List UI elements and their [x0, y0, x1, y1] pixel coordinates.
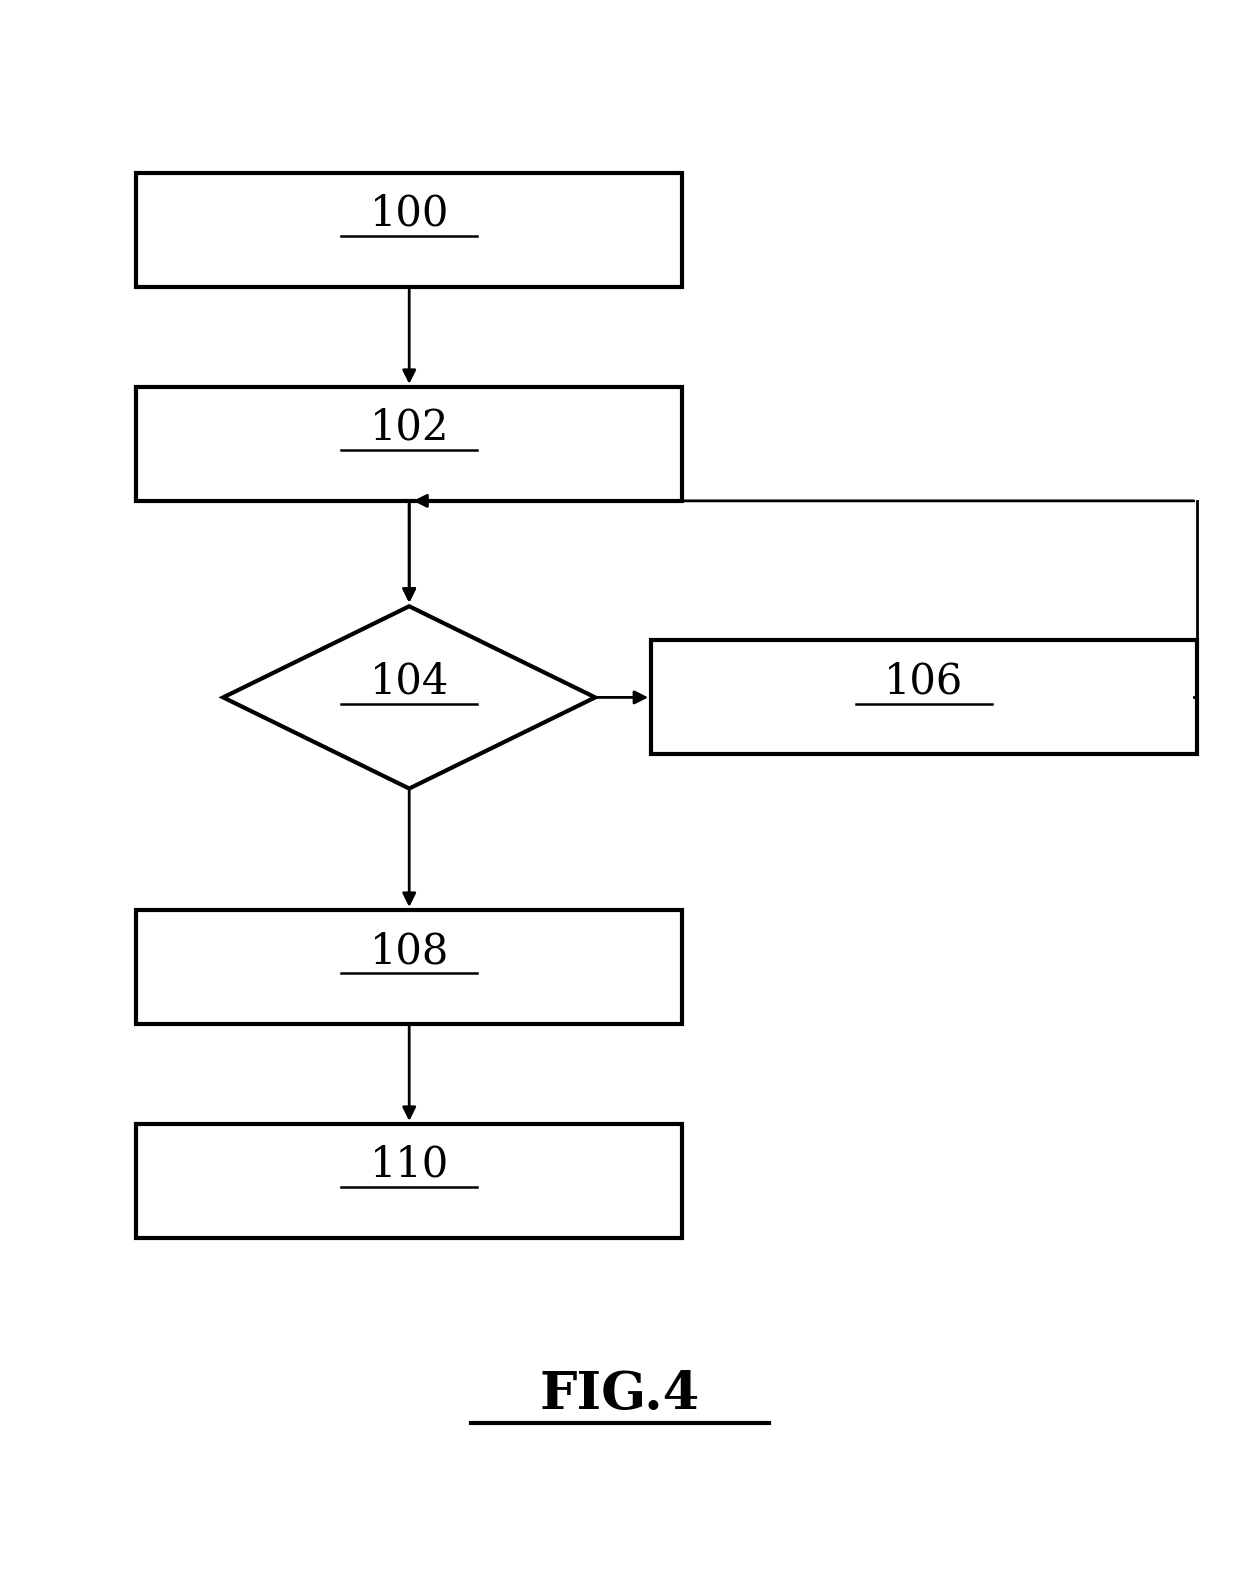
FancyBboxPatch shape — [136, 387, 682, 501]
FancyBboxPatch shape — [136, 910, 682, 1024]
Text: 108: 108 — [370, 930, 449, 972]
FancyBboxPatch shape — [136, 173, 682, 287]
Text: 104: 104 — [370, 661, 449, 702]
Polygon shape — [223, 605, 595, 788]
Text: 106: 106 — [884, 661, 963, 702]
Text: 100: 100 — [370, 193, 449, 235]
FancyBboxPatch shape — [651, 640, 1197, 754]
Text: 102: 102 — [370, 407, 449, 449]
FancyBboxPatch shape — [136, 1124, 682, 1238]
Text: 110: 110 — [370, 1144, 449, 1186]
Text: FIG.4: FIG.4 — [539, 1369, 701, 1420]
